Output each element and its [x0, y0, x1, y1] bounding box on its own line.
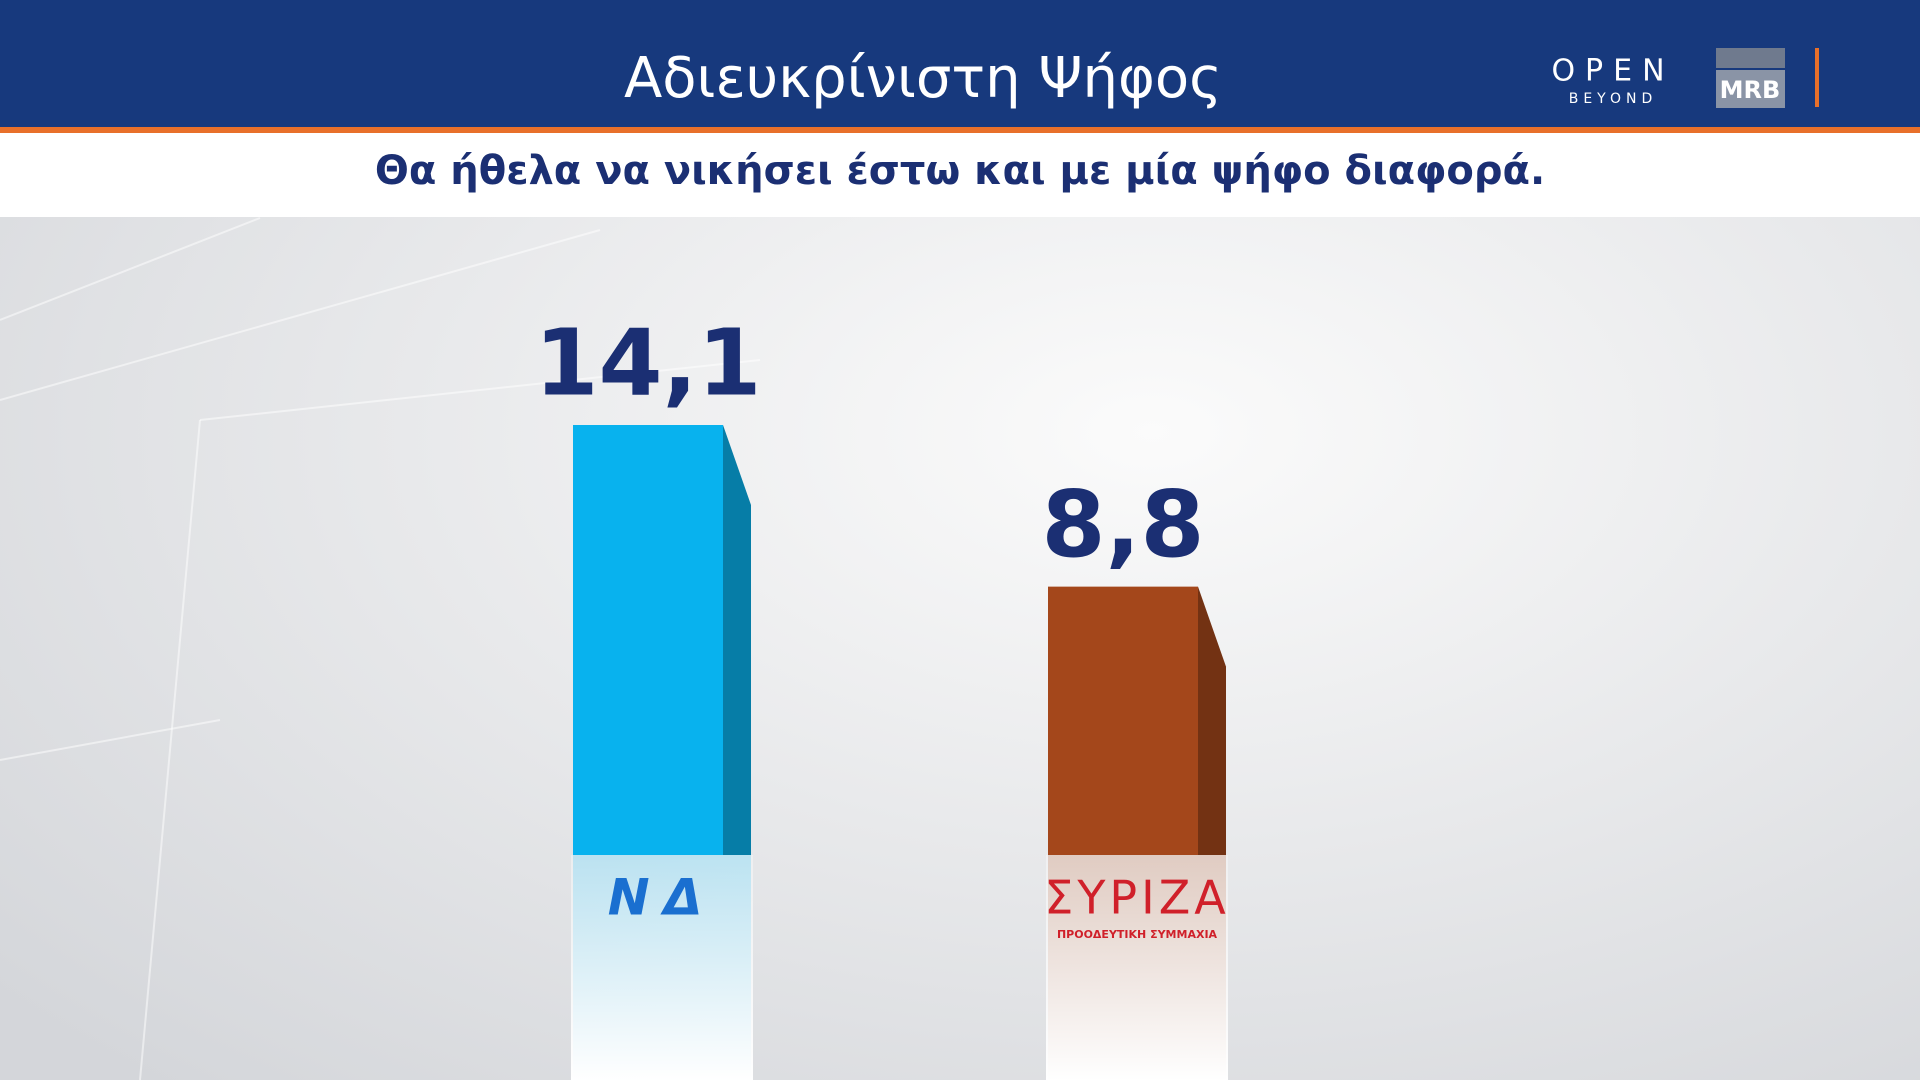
- header-accent: [0, 127, 1920, 133]
- reflection-fade: [1046, 855, 1228, 1080]
- bg-lines: [0, 217, 761, 1080]
- chart-subtitle: Θα ήθελα να νικήσει έστω και με μία ψήφο…: [375, 148, 1545, 194]
- channel-logo: OPEN: [1551, 54, 1674, 89]
- channel-tagline: BEYOND: [1569, 91, 1658, 107]
- bar-side: [1198, 586, 1226, 855]
- category-label: ΣΥΡΙΖΑ: [1044, 871, 1229, 925]
- pollster-logo: MRB: [1720, 76, 1781, 104]
- chart-title: Αδιευκρίνιστη Ψήφος: [624, 46, 1222, 111]
- value-label: 14,1: [535, 309, 762, 416]
- value-label: 8,8: [1042, 471, 1205, 578]
- pollster-logo-box: [1716, 70, 1785, 108]
- bar-side: [723, 425, 751, 855]
- category-label: ΝΔ: [608, 869, 717, 927]
- category-sublabel: ΠΡΟΟΔΕΥΤΙΚΗ ΣΥΜΜΑΧΙΑ: [1057, 928, 1218, 941]
- reflection-fade: [571, 855, 753, 1080]
- bar: [1048, 586, 1198, 855]
- pollster-logo-top: [1716, 48, 1785, 68]
- subtitle-band: [0, 133, 1920, 217]
- header-bar: [0, 0, 1920, 127]
- bar: [573, 425, 723, 855]
- header-divider: [1815, 48, 1819, 107]
